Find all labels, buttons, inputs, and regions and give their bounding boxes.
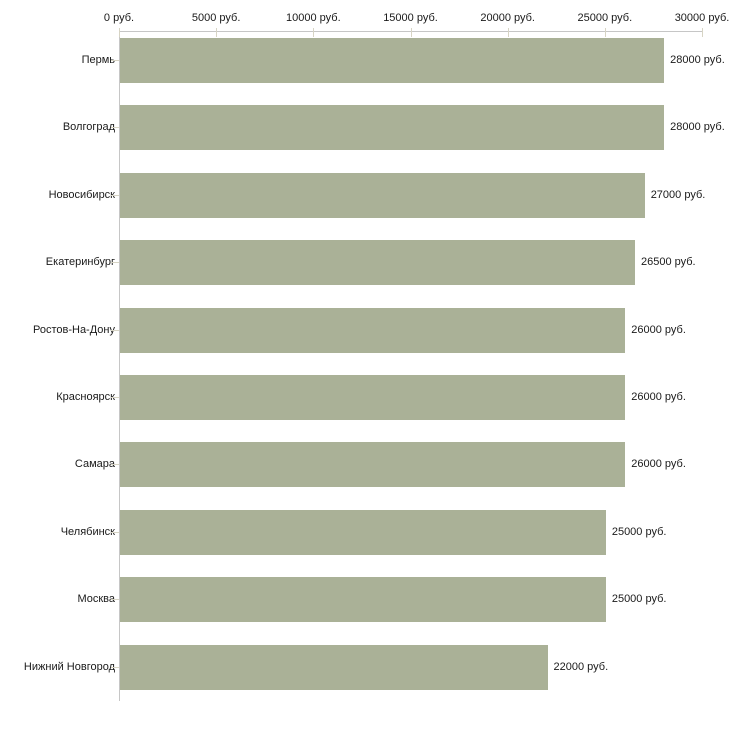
x-tick-mark [410,28,412,37]
bar-Самара [120,442,626,488]
category-label: Волгоград [62,121,115,134]
value-label: 22000 руб. [553,660,609,673]
category-label: Красноярск [56,391,115,403]
bar-Челябинск [120,509,606,555]
x-tick-mark [119,28,120,37]
y-tick-mark [111,262,119,264]
value-label: 27000 руб. [650,188,706,201]
y-tick-mark [111,329,119,331]
x-tick-mark [702,28,703,37]
value-label: 26000 руб. [631,391,686,403]
value-label: 25000 руб. [611,525,667,538]
category-label: Нижний Новгород [23,660,115,673]
value-label: 25000 руб. [611,593,667,606]
bar-Нижний Новгород [120,644,548,690]
value-label: 28000 руб. [670,54,725,66]
x-tick-mark [216,28,218,37]
value-label: 26000 руб. [631,458,686,471]
x-tick-label: 15000 руб. [383,12,438,24]
category-label: Екатеринбург [45,256,115,269]
category-label: Ростов-На-Дону [32,323,115,336]
category-label: Новосибирск [48,188,115,201]
y-tick-mark [111,60,119,61]
y-tick-mark [111,464,119,466]
x-tick-label: 10000 руб. [286,12,341,24]
value-label: 28000 руб. [670,121,725,134]
x-tick-label: 20000 руб. [480,12,535,24]
value-label: 26000 руб. [631,323,686,336]
x-tick-mark [313,28,315,37]
plot-area: Пермь 28000 руб. Волгоград 28000 руб. Новоси… [24,28,725,701]
x-tick-mark [604,28,606,37]
value-label: 26500 руб. [640,256,696,269]
category-label: Пермь [81,54,115,66]
y-tick-mark [111,666,119,668]
x-tick-mark [507,28,509,37]
x-tick-label: 30000 руб. [674,12,730,24]
y-tick-mark [111,194,119,196]
bar-Пермь [120,38,665,83]
x-tick-label: 5000 руб. [191,12,241,24]
category-label: Самара [74,458,115,471]
y-tick-mark [111,127,119,129]
category-label: Челябинск [60,525,115,538]
bar-Новосибирск [120,172,645,218]
bar-Екатеринбург [120,240,635,286]
y-tick-mark [111,599,119,601]
y-tick-mark [111,397,119,398]
x-tick-label: 25000 руб. [577,12,633,24]
category-label: Москва [77,593,115,606]
bar-Волгоград [120,105,665,151]
bar-Москва [120,577,606,623]
y-tick-mark [111,531,119,533]
x-tick-label: 0 руб. [103,12,135,24]
bar-Красноярск [120,375,626,420]
bar-Ростов-На-Дону [120,307,626,353]
